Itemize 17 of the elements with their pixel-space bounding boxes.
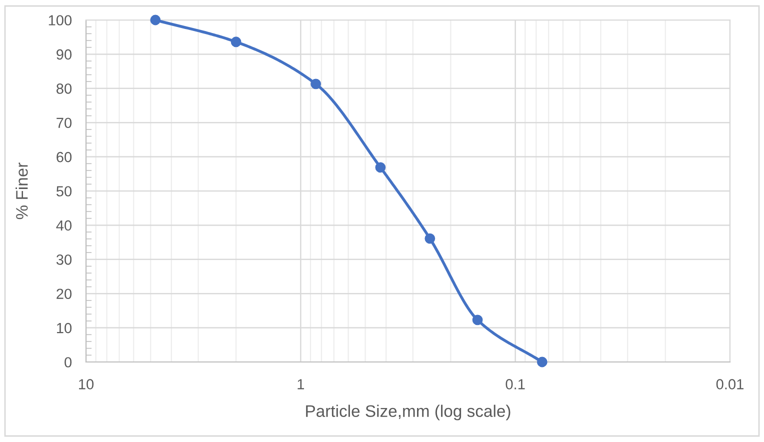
y-tick-label: 30 (56, 254, 72, 265)
y-tick-label: 50 (56, 186, 72, 196)
y-tick-label: 80 (56, 84, 72, 94)
y-axis-title: % Finer (16, 162, 28, 220)
y-tick-label: 60 (56, 152, 72, 162)
y-tick-label: 90 (56, 49, 72, 60)
y-tick-label: 100 (48, 15, 72, 26)
y-tick-label: 70 (56, 118, 72, 128)
x-tick-label: 10 (79, 379, 94, 390)
y-tick-label: 0 (64, 357, 72, 368)
x-tick-label: 1 (298, 379, 304, 390)
y-tick-label: 40 (56, 220, 72, 231)
x-axis-title: Particle Size,mm (log scale) (306, 404, 510, 420)
y-tick-label: 20 (56, 288, 72, 300)
y-tick-label: 10 (57, 322, 72, 334)
x-tick-label: 0.1 (506, 379, 525, 390)
x-tick-label: 0.01 (716, 379, 744, 390)
